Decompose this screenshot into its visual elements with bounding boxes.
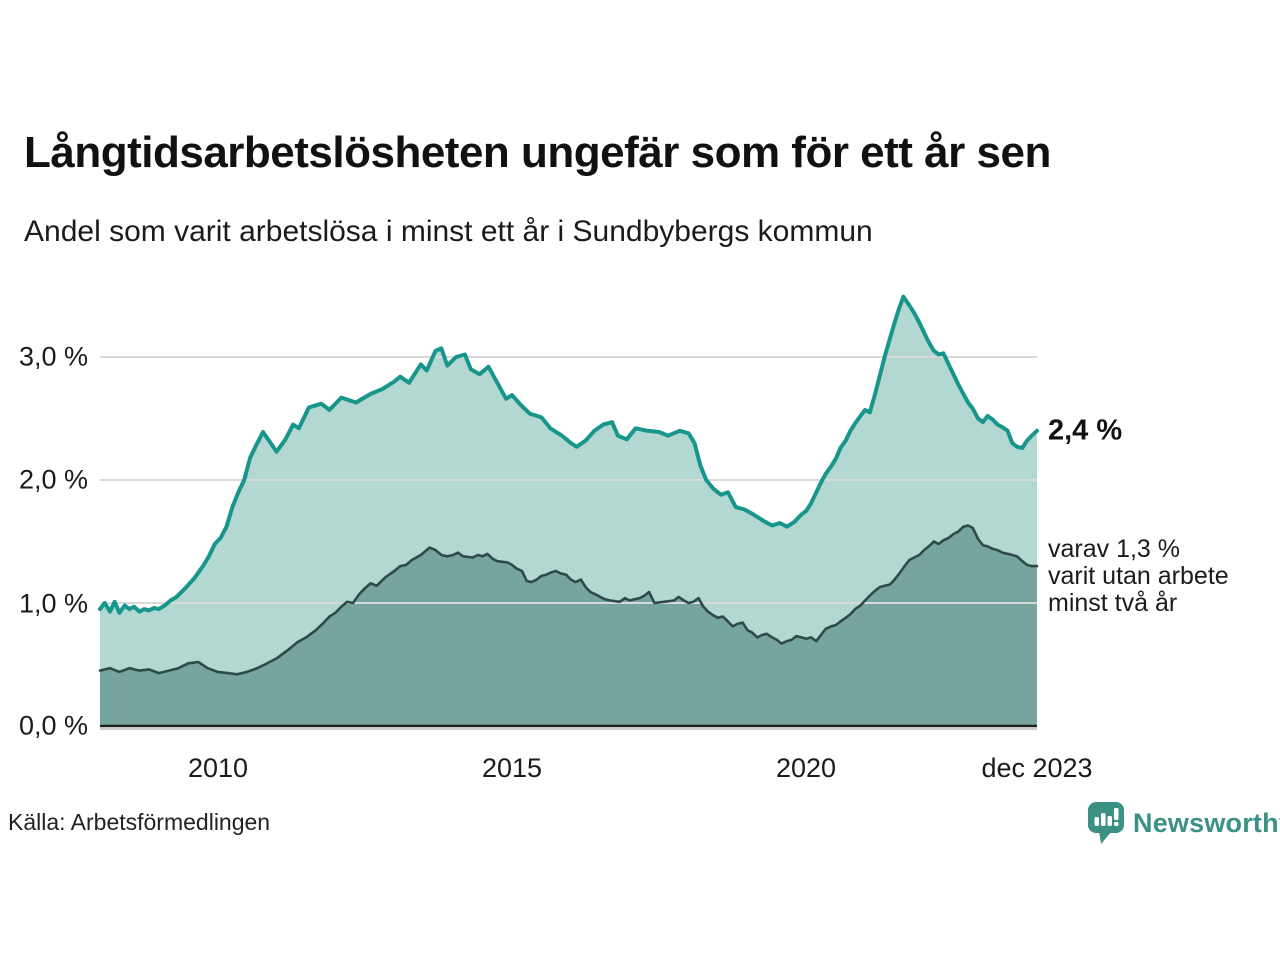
page-title: Långtidsarbetslösheten ungefär som för e… xyxy=(24,128,1051,177)
brand-name: Newsworthy xyxy=(1133,807,1280,838)
annotation-two-year-line: varav 1,3 % xyxy=(1048,535,1181,563)
y-tick-label: 2,0 % xyxy=(18,464,88,495)
x-tick-label: 2020 xyxy=(775,753,837,783)
y-tick-label: 1,0 % xyxy=(18,588,88,619)
x-tick-label: 2010 xyxy=(187,753,249,783)
annotation-latest-total: 2,4 % xyxy=(1048,414,1123,447)
annotation-two-year-line: minst två år xyxy=(1048,589,1178,617)
newsworthy-logo: Newsworthy xyxy=(1086,800,1280,846)
source-label: Källa: Arbetsförmedlingen xyxy=(8,809,271,835)
newsworthy-bubble-chart-icon xyxy=(1088,802,1124,844)
y-tick-label: 0,0 % xyxy=(18,710,88,741)
annotation-two-year-line: varit utan arbete xyxy=(1048,562,1229,590)
y-tick-label: 3,0 % xyxy=(18,341,88,372)
annotation-two-year: varav 1,3 % varit utan arbete minst två … xyxy=(1048,536,1229,617)
chart-subtitle: Andel som varit arbetslösa i minst ett å… xyxy=(24,215,873,248)
x-tick-label: 2015 xyxy=(481,753,543,783)
x-tick-label: dec 2023 xyxy=(981,753,1093,783)
